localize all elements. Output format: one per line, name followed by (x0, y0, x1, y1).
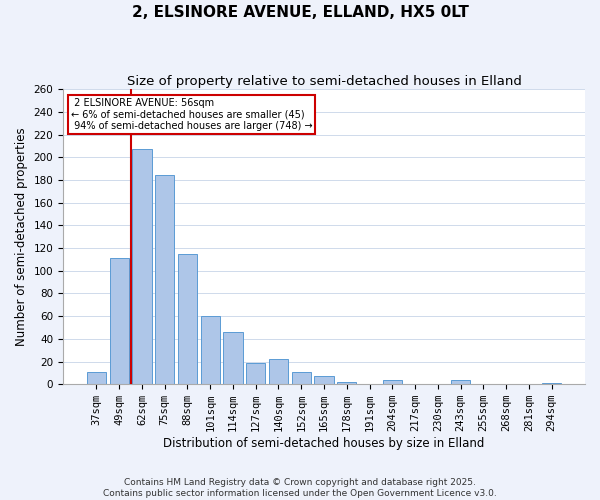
Bar (200, 316, 220, 384)
Bar (269, 360, 288, 384)
Bar (337, 382, 356, 384)
Bar (110, 258, 129, 384)
Bar (246, 362, 265, 384)
Bar (178, 254, 197, 384)
X-axis label: Distribution of semi-detached houses by size in Elland: Distribution of semi-detached houses by … (163, 437, 485, 450)
Bar (542, 383, 561, 384)
Bar (223, 332, 242, 384)
Bar (87, 372, 106, 384)
Y-axis label: Number of semi-detached properties: Number of semi-detached properties (15, 128, 28, 346)
Bar (132, 150, 152, 384)
Bar (155, 176, 175, 384)
Text: 2, ELSINORE AVENUE, ELLAND, HX5 0LT: 2, ELSINORE AVENUE, ELLAND, HX5 0LT (131, 5, 469, 20)
Text: 2 ELSINORE AVENUE: 56sqm
← 6% of semi-detached houses are smaller (45)
 94% of s: 2 ELSINORE AVENUE: 56sqm ← 6% of semi-de… (71, 98, 313, 131)
Bar (451, 380, 470, 384)
Title: Size of property relative to semi-detached houses in Elland: Size of property relative to semi-detach… (127, 75, 521, 88)
Bar (314, 376, 334, 384)
Text: Contains HM Land Registry data © Crown copyright and database right 2025.
Contai: Contains HM Land Registry data © Crown c… (103, 478, 497, 498)
Bar (292, 372, 311, 384)
Bar (383, 380, 402, 384)
